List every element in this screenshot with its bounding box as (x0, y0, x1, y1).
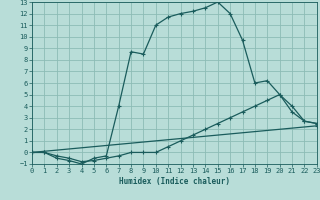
X-axis label: Humidex (Indice chaleur): Humidex (Indice chaleur) (119, 177, 230, 186)
